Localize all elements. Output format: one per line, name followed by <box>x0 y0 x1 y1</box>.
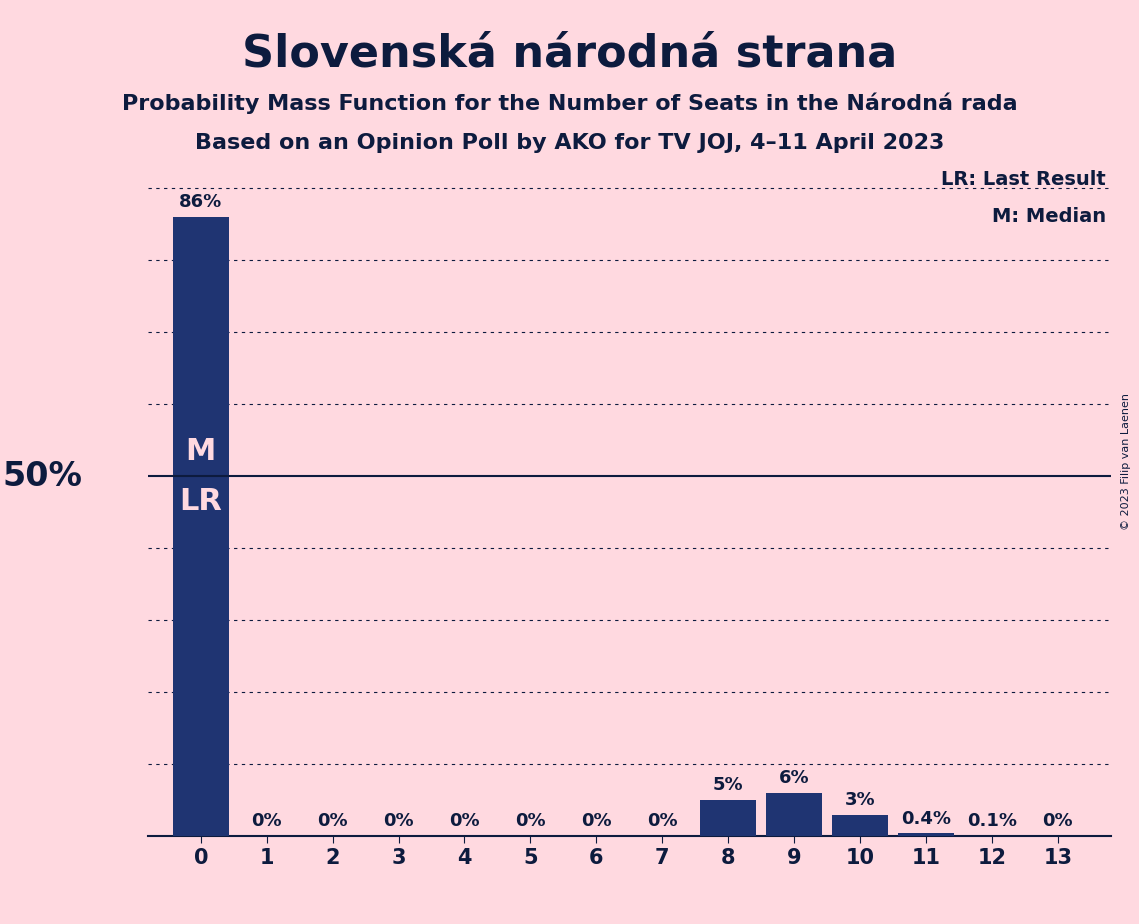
Bar <box>173 217 229 836</box>
Text: 0%: 0% <box>318 812 347 831</box>
Text: 0%: 0% <box>449 812 480 831</box>
Text: 50%: 50% <box>2 460 82 492</box>
Text: 0%: 0% <box>252 812 282 831</box>
Text: © 2023 Filip van Laenen: © 2023 Filip van Laenen <box>1121 394 1131 530</box>
Text: 0%: 0% <box>515 812 546 831</box>
Text: M: Median: M: Median <box>992 207 1106 226</box>
Text: M: M <box>186 436 216 466</box>
Text: Based on an Opinion Poll by AKO for TV JOJ, 4–11 April 2023: Based on an Opinion Poll by AKO for TV J… <box>195 133 944 153</box>
Text: 5%: 5% <box>713 776 744 795</box>
Bar <box>767 793 822 836</box>
Text: Slovenská národná strana: Slovenská národná strana <box>241 32 898 76</box>
Text: 0%: 0% <box>1042 812 1073 831</box>
Text: LR: LR <box>179 487 222 517</box>
Bar <box>898 833 954 836</box>
Text: 3%: 3% <box>845 791 876 808</box>
Bar <box>831 815 888 836</box>
Text: 0%: 0% <box>647 812 678 831</box>
Text: 0%: 0% <box>383 812 413 831</box>
Bar <box>700 800 756 836</box>
Text: 0.1%: 0.1% <box>967 812 1017 830</box>
Text: 86%: 86% <box>179 193 222 212</box>
Text: 0.4%: 0.4% <box>901 809 951 828</box>
Text: Probability Mass Function for the Number of Seats in the Národná rada: Probability Mass Function for the Number… <box>122 92 1017 114</box>
Text: 6%: 6% <box>779 770 810 787</box>
Text: LR: Last Result: LR: Last Result <box>941 170 1106 188</box>
Text: 0%: 0% <box>581 812 612 831</box>
